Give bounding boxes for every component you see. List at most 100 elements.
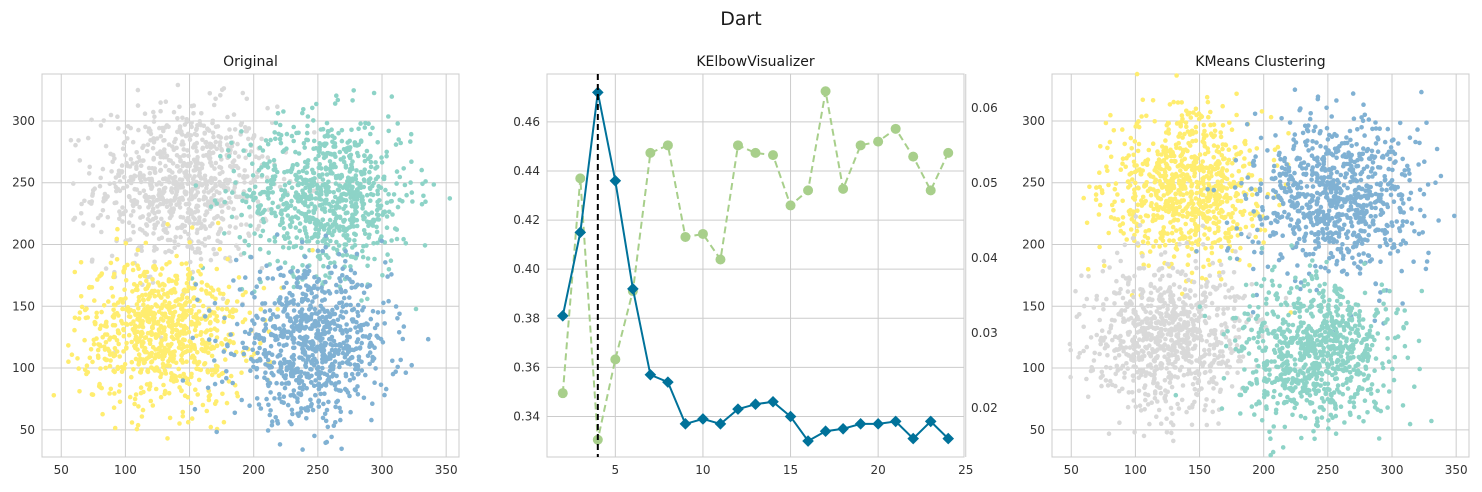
scatter-point (89, 117, 94, 123)
scatter-point (302, 254, 308, 260)
scatter-point (1359, 241, 1365, 246)
scatter-point (146, 126, 152, 131)
scatter-point (154, 136, 160, 141)
scatter-point (263, 322, 269, 327)
scatter-point (143, 292, 148, 298)
scatter-point (1148, 192, 1154, 198)
scatter-point (316, 276, 322, 282)
scatter-point (395, 364, 401, 370)
scatter-point (332, 210, 337, 216)
scatter-point (175, 116, 180, 121)
scatter-point (1386, 166, 1391, 172)
scatter-point (174, 145, 179, 151)
scatter-point (1216, 170, 1222, 176)
scatter-point (1138, 214, 1143, 220)
scatter-point (361, 305, 367, 310)
scatter-point (1169, 184, 1175, 189)
scatter-point (351, 215, 356, 221)
scatter-point (295, 326, 300, 332)
scatter-point (1331, 237, 1337, 242)
scatter-point (1168, 153, 1173, 159)
scatter-point (193, 183, 199, 188)
scatter-point (1107, 139, 1113, 145)
distortion-point (644, 368, 657, 381)
scatter-point (1197, 202, 1203, 208)
scatter-point (1180, 208, 1186, 214)
scatter-point (375, 199, 380, 205)
scatter-point (126, 314, 132, 319)
scatter-point (254, 284, 259, 290)
scatter-point (231, 206, 236, 212)
scatter-point (301, 141, 307, 146)
scatter-point (148, 398, 154, 404)
scatter-point (153, 302, 158, 307)
scatter-point (1361, 102, 1366, 107)
scatter-point (266, 402, 271, 408)
scatter-point (129, 374, 134, 380)
scatter-point (1252, 249, 1257, 255)
scatter-point (191, 359, 197, 365)
scatter-point (134, 166, 139, 171)
scatter-point (341, 159, 347, 165)
scatter-point (139, 341, 145, 346)
scatter-point (1262, 228, 1268, 233)
scatter-point (219, 307, 225, 312)
scatter-point (1171, 254, 1177, 259)
scatter-point (303, 231, 309, 237)
scatter-point (277, 122, 283, 128)
scatter-point (1143, 161, 1149, 166)
scatter-point (132, 197, 137, 203)
scatter-point (1167, 238, 1172, 243)
scatter-point (1346, 150, 1351, 155)
scatter-point (286, 245, 292, 251)
scatter-point (227, 338, 233, 344)
scatter-point (195, 316, 200, 321)
scatter-point (287, 223, 293, 228)
scatter-point (182, 229, 188, 235)
scatter-point (1338, 172, 1344, 178)
scatter-point (310, 247, 315, 253)
scatter-point (244, 96, 250, 102)
scatter-point (355, 309, 360, 315)
scatter-point (177, 169, 182, 174)
scatter-point (1330, 165, 1335, 171)
scatter-point (1201, 169, 1206, 174)
scatter-point (300, 181, 305, 187)
plot-area-original (41, 73, 460, 458)
scatter-point (214, 328, 220, 333)
scatter-point (224, 135, 229, 140)
scatter-point (1193, 129, 1199, 135)
scatter-point (194, 333, 199, 339)
scatter-point (1357, 215, 1363, 221)
scatter-point (184, 359, 189, 365)
scatter-point (1206, 190, 1212, 196)
scatter-point (272, 301, 278, 306)
scatter-point (1339, 203, 1345, 209)
scatter-point (265, 363, 271, 369)
scatter-point (287, 290, 293, 296)
scatter-point (146, 165, 152, 171)
scatter-point (1146, 263, 1151, 269)
scatter-point (174, 180, 180, 186)
scatter-point (1367, 224, 1372, 229)
scatter-point (234, 299, 240, 304)
scatter-point (177, 313, 182, 319)
scatter-point (1277, 179, 1283, 185)
y-tick-label: 0.34 (513, 409, 540, 423)
scatter-point (130, 267, 136, 273)
scatter-point (303, 283, 309, 288)
scatter-point (1267, 233, 1273, 239)
scatter-point (1377, 165, 1383, 170)
scatter-point (1388, 145, 1394, 150)
scatter-point (361, 395, 367, 401)
y2-tick-label: 0.05 (971, 176, 998, 190)
scatter-point (121, 349, 126, 354)
scatter-point (248, 149, 254, 154)
scatter-point (1375, 135, 1380, 140)
scatter-point (348, 409, 353, 415)
scatter-point (198, 332, 203, 338)
scatter-point (158, 149, 163, 154)
scatter-point (81, 221, 86, 226)
scatter-point (300, 110, 305, 116)
